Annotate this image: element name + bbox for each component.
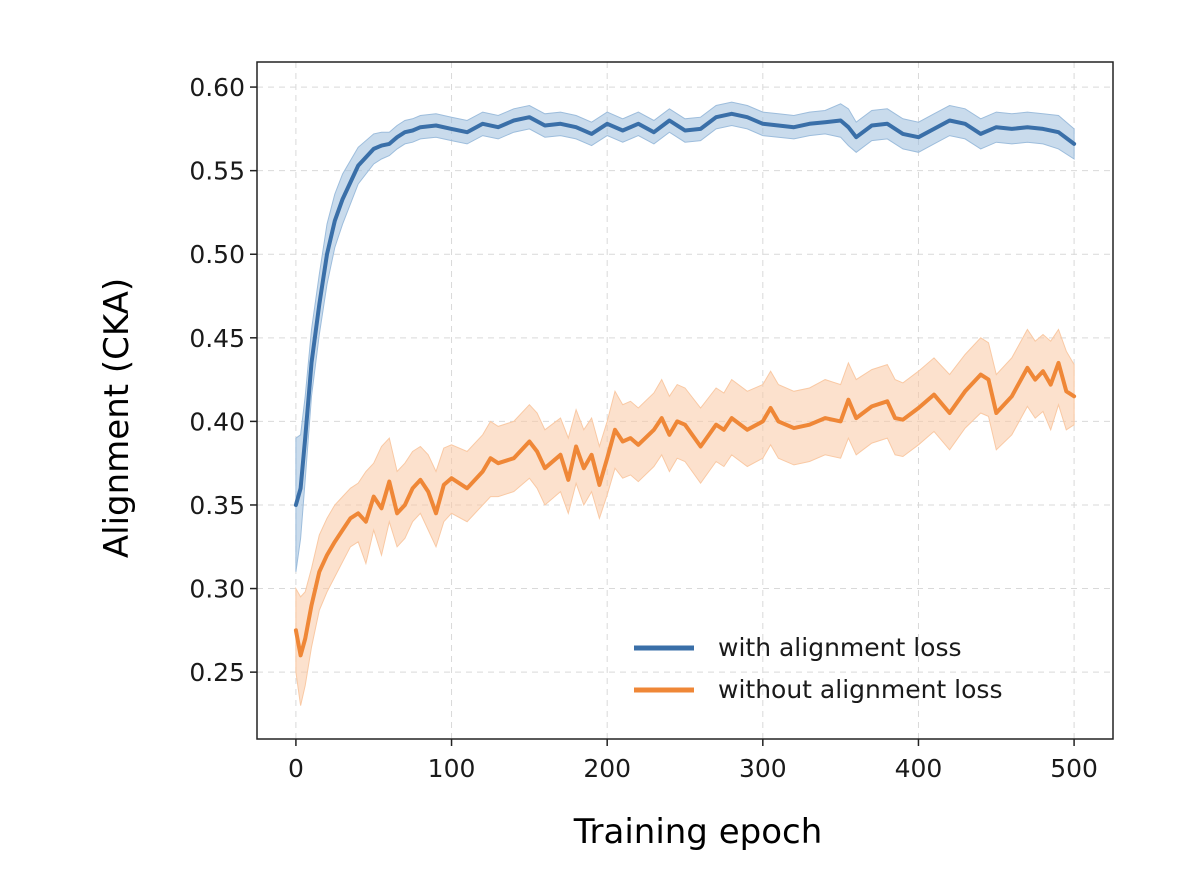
y-tick-label-0: 0.25 <box>189 658 245 687</box>
x-tick-label-4: 400 <box>895 754 943 783</box>
y-tick-label-2: 0.35 <box>189 491 245 520</box>
x-tick-label-3: 300 <box>739 754 787 783</box>
y-tick-label-7: 0.60 <box>189 73 245 102</box>
x-tick-label-5: 500 <box>1050 754 1098 783</box>
x-tick-label-1: 100 <box>428 754 476 783</box>
series-lines <box>293 111 1077 658</box>
x-axis-title: Training epoch <box>573 812 823 852</box>
y-axis-title: Alignment (CKA) <box>97 278 137 558</box>
y-tick-label-1: 0.30 <box>189 575 245 604</box>
plot-area-frame <box>256 61 1114 740</box>
legend-label-without-alignment: without alignment loss <box>718 675 1002 704</box>
series-line-without-alignment <box>293 360 1077 658</box>
legend: with alignment loss without alignment lo… <box>634 633 1002 704</box>
y-tick-label-6: 0.55 <box>189 157 245 186</box>
y-tick-label-4: 0.45 <box>189 324 245 353</box>
series-line-with-alignment <box>293 111 1077 507</box>
x-axis-ticks: 0 100 200 300 400 500 <box>288 739 1098 783</box>
y-tick-label-5: 0.50 <box>189 240 245 269</box>
y-tick-label-3: 0.40 <box>189 407 245 436</box>
legend-label-with-alignment: with alignment loss <box>718 633 962 662</box>
x-tick-label-0: 0 <box>288 754 304 783</box>
x-tick-label-2: 200 <box>583 754 631 783</box>
y-axis-ticks: 0.25 0.30 0.35 0.40 0.45 0.50 0.55 0.60 <box>189 73 257 687</box>
band-without-alignment <box>295 328 1075 706</box>
